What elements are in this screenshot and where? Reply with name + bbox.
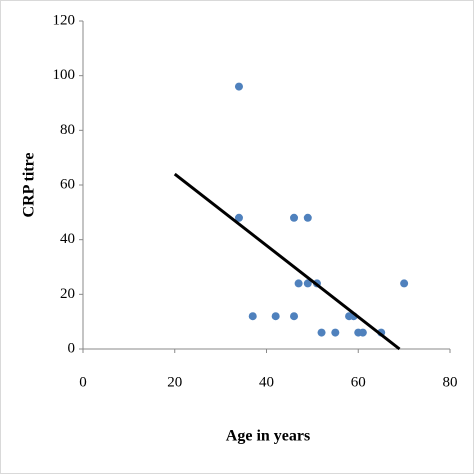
x-tick-label: 80 <box>443 374 458 390</box>
x-tick-label: 40 <box>259 374 274 390</box>
y-tick-label: 40 <box>60 231 75 247</box>
point <box>234 82 243 91</box>
point <box>317 328 326 337</box>
y-axis-label: CRP titre <box>21 152 38 217</box>
point <box>303 213 312 222</box>
y-tick-label: 0 <box>68 340 76 356</box>
point <box>358 328 367 337</box>
point <box>290 312 299 321</box>
y-tick-label: 100 <box>53 67 76 83</box>
x-axis-label: Age in years <box>226 428 310 445</box>
point <box>331 328 340 337</box>
trend-line <box>173 172 401 351</box>
y-tick-label: 80 <box>60 122 75 138</box>
y-tick-label: 60 <box>60 176 75 192</box>
y-tick-label: 20 <box>60 286 75 302</box>
point <box>234 213 243 222</box>
point <box>271 312 280 321</box>
point <box>303 279 312 288</box>
y-tick-label: 120 <box>53 12 76 28</box>
point <box>290 213 299 222</box>
point <box>294 279 303 288</box>
x-tick-label: 0 <box>79 374 87 390</box>
x-tick-label: 20 <box>167 374 182 390</box>
point <box>248 312 257 321</box>
point <box>400 279 409 288</box>
x-tick-label: 60 <box>351 374 366 390</box>
